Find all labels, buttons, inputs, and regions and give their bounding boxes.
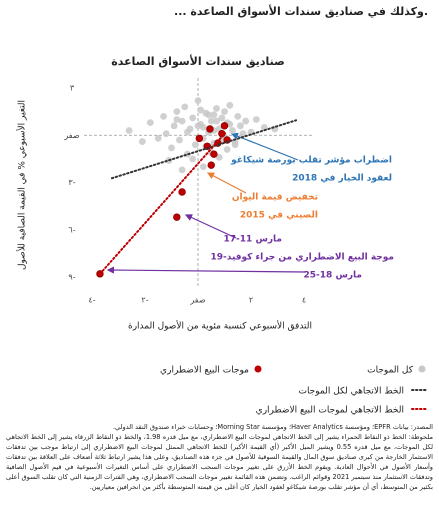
point — [170, 122, 178, 130]
point — [194, 97, 202, 104]
headline: ... وكذلك في صناديق سندات الأسواق الصاعد… — [174, 4, 428, 18]
point — [181, 103, 189, 111]
annotation: تخفيض قيمة اليوان — [232, 193, 318, 203]
point — [138, 138, 146, 145]
chart-title: صناديق سندات الأسواق الصاعدة — [111, 54, 284, 68]
point — [210, 150, 218, 158]
point — [184, 128, 191, 136]
point — [189, 155, 197, 163]
legend-swatch — [418, 365, 426, 373]
trend-line — [110, 119, 298, 180]
annotation: موجة البيع الاضطراري من جراء كوفيد-19 — [210, 253, 394, 263]
point — [226, 101, 234, 109]
x-tick-label: ٢- — [141, 296, 148, 305]
point — [173, 116, 181, 123]
point — [199, 163, 207, 171]
legend-label: كل الموجات — [367, 366, 414, 376]
point — [195, 134, 204, 143]
point — [178, 166, 186, 174]
point — [242, 117, 250, 125]
legend-swatch — [254, 365, 262, 373]
x-tick-label: ٢ — [249, 296, 253, 305]
point — [199, 123, 207, 131]
point — [178, 117, 186, 125]
y-tick-label: ٩- — [68, 273, 75, 282]
point — [252, 116, 260, 123]
point — [220, 122, 229, 130]
legend-label: الخط الاتجاهي لموجات البيع الاضطراري — [256, 406, 404, 416]
y-tick-label: صفر — [63, 131, 79, 140]
x-tick-label: ٤ — [302, 296, 306, 305]
annotation: اضطراب مؤشر تقلب بورصة شيكاغو — [230, 156, 392, 166]
point — [194, 122, 202, 130]
point — [213, 117, 220, 125]
point — [229, 127, 236, 134]
point — [207, 117, 215, 125]
y-tick-label: ٦- — [68, 225, 75, 234]
point — [213, 105, 220, 112]
notes: المصدر: بيانات EPFR؛ ومؤسسة Haver Analyt… — [6, 422, 433, 492]
point — [173, 108, 181, 116]
point — [218, 114, 226, 122]
point — [197, 106, 205, 114]
annotation-arrows — [106, 132, 307, 274]
point — [146, 119, 154, 127]
x-tick-label: صفر — [189, 296, 205, 305]
point — [206, 125, 214, 133]
annotation: الصيني في 2015 — [240, 211, 318, 221]
point — [154, 135, 162, 142]
point — [168, 144, 175, 152]
point — [231, 141, 239, 149]
point — [176, 136, 183, 144]
x-tick-label: ٤- — [88, 296, 95, 305]
annotation: مارس 18-25 — [304, 271, 363, 281]
annotation: لعقود الخيار في 2018 — [292, 174, 392, 184]
chart: ... وكذلك في صناديق سندات الأسواق الصاعد… — [16, 4, 429, 416]
y-tick-label: ٣- — [68, 178, 75, 187]
x-axis-label: التدفق الأسبوعي كنسبة مئوية من الأصول ال… — [128, 320, 312, 332]
point — [215, 153, 223, 161]
source: المصدر: بيانات EPFR؛ ومؤسسة Haver Analyt… — [112, 423, 433, 431]
point — [191, 141, 199, 149]
annotation: مارس 11-17 — [224, 235, 283, 245]
point — [239, 130, 247, 138]
point — [237, 122, 244, 130]
y-tick-label: ٣ — [70, 84, 75, 93]
legend-label: الخط الاتجاهي لكل الموجات — [298, 387, 404, 397]
point — [173, 213, 181, 221]
point — [221, 108, 228, 116]
note-text: ملحوظة: الخط ذو النقاط الحمراء يشير إلى … — [6, 433, 433, 491]
point — [223, 146, 231, 153]
point — [234, 112, 242, 120]
point — [189, 114, 197, 122]
legend-label: موجات البيع الاضطراري — [160, 366, 249, 376]
point — [178, 188, 186, 196]
point — [205, 111, 213, 119]
point — [207, 161, 215, 169]
point — [162, 130, 170, 138]
point — [210, 111, 218, 119]
trend-line — [98, 132, 227, 275]
point — [125, 127, 133, 134]
y-axis-label: التغير الأسبوعي % في القيمة الصافية للأص… — [16, 100, 28, 270]
point — [160, 112, 167, 120]
